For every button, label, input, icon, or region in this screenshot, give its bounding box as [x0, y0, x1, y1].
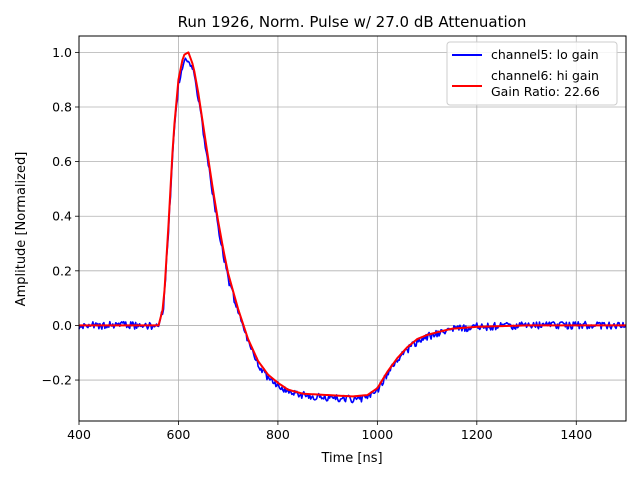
y-tick-label: 0.2: [52, 263, 72, 278]
y-axis-label: Amplitude [Normalized]: [14, 152, 29, 307]
y-axis-ticks: −0.2 0.0 0.2 0.4 0.6 0.8 1.0: [42, 45, 79, 388]
y-tick-label: −0.2: [42, 373, 72, 388]
x-axis-label: Time [ns]: [320, 451, 382, 466]
y-tick-label: 0.0: [52, 318, 72, 333]
x-tick-label: 1000: [361, 427, 393, 442]
x-axis-ticks: 400 600 800 1000 1200 1400: [67, 421, 592, 442]
y-tick-label: 0.8: [52, 99, 72, 114]
series-line-channel6: [79, 51, 626, 398]
chart-title: Run 1926, Norm. Pulse w/ 27.0 dB Attenua…: [178, 13, 527, 31]
legend: channel5: lo gain channel6: hi gain Gain…: [446, 41, 618, 106]
plot-frame: [78, 35, 627, 422]
x-tick-label: 400: [67, 427, 91, 442]
x-tick-label: 1400: [560, 427, 592, 442]
x-tick-label: 600: [167, 427, 191, 442]
x-tick-label: 800: [266, 427, 290, 442]
y-tick-label: 1.0: [52, 45, 72, 60]
series-lines: [78, 51, 627, 404]
grid-lines: [78, 36, 626, 421]
legend-box: [446, 41, 618, 106]
legend-label-channel6: channel6: hi gain: [491, 68, 599, 83]
x-tick-label: 1200: [461, 427, 493, 442]
legend-label-gain-ratio: Gain Ratio: 22.66: [491, 84, 600, 99]
y-tick-label: 0.4: [52, 209, 72, 224]
y-tick-label: 0.6: [52, 154, 72, 169]
legend-label-channel5: channel5: lo gain: [491, 47, 599, 62]
